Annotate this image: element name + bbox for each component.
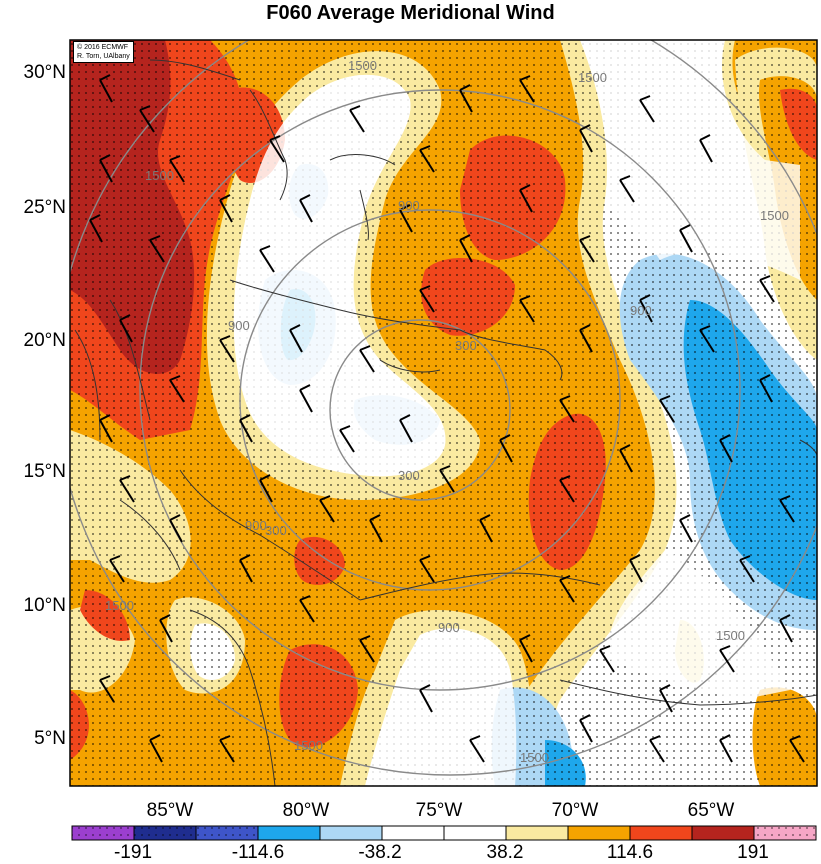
contour-label: 900 bbox=[630, 303, 652, 318]
contour-label: 900 bbox=[438, 620, 460, 635]
contour-label: 1500 bbox=[760, 208, 789, 223]
colorbar-swatch bbox=[567, 825, 631, 841]
contour-label: 900 bbox=[398, 198, 420, 213]
range-rings bbox=[70, 40, 817, 776]
colorbar-stipple bbox=[196, 826, 258, 840]
contour-label: 1500 bbox=[348, 58, 377, 73]
lat-label: 25°N bbox=[23, 197, 66, 218]
lon-label: 75°W bbox=[415, 800, 463, 821]
coastlines bbox=[74, 59, 817, 786]
lon-label: 65°W bbox=[687, 800, 735, 821]
colorbar-swatch bbox=[257, 825, 321, 841]
credit-line: R. Torn, UAlbany bbox=[77, 53, 130, 60]
colorbar-swatch bbox=[629, 825, 693, 841]
map-frame bbox=[69, 39, 818, 787]
credit-line: © 2016 ECMWF bbox=[77, 44, 129, 51]
colorbar-stipple bbox=[754, 826, 816, 840]
colorbar-tick-label: -114.6 bbox=[231, 842, 285, 863]
colorbar-tick-label: 191 bbox=[737, 842, 769, 863]
colorbar-tick-label: -38.2 bbox=[358, 842, 402, 863]
lon-label: 85°W bbox=[146, 800, 194, 821]
contour-labels: 1500 1500 1500 1500 1500 900 900 900 300… bbox=[105, 58, 789, 765]
contour-label: 1500 bbox=[578, 70, 607, 85]
contour-label: 300 bbox=[455, 338, 477, 353]
colorbar-swatch bbox=[505, 825, 569, 841]
contour-label: 900 bbox=[228, 318, 250, 333]
credit-box: © 2016 ECMWF R. Torn, UAlbany bbox=[73, 41, 134, 63]
colorbar-tick-label: 114.6 bbox=[606, 842, 654, 863]
lat-label: 30°N bbox=[23, 62, 66, 83]
colorbar-tick-label: 38.2 bbox=[486, 842, 524, 863]
contour-label: 1500 bbox=[716, 628, 745, 643]
contour-label: 300 bbox=[398, 468, 420, 483]
colorbar bbox=[71, 825, 817, 841]
colorbar-swatch bbox=[381, 825, 445, 841]
lon-label: 80°W bbox=[282, 800, 330, 821]
lat-label: 20°N bbox=[23, 330, 66, 351]
colorbar-stipple bbox=[72, 826, 134, 840]
map-title: F060 Average Meridional Wind bbox=[266, 2, 555, 24]
contour-label: 900 bbox=[245, 518, 267, 533]
colorbar-swatch bbox=[319, 825, 383, 841]
lat-label: 15°N bbox=[23, 461, 66, 482]
colorbar-stipple bbox=[134, 826, 196, 840]
lat-label: 5°N bbox=[34, 728, 66, 749]
lon-label: 70°W bbox=[551, 800, 599, 821]
colorbar-tick-label: -191 bbox=[113, 842, 153, 863]
lat-label: 10°N bbox=[23, 595, 66, 616]
contour-label: 300 bbox=[265, 523, 287, 538]
contour-label: 1500 bbox=[145, 168, 174, 183]
contour-label: 1500 bbox=[105, 598, 134, 613]
contour-label: 1500 bbox=[294, 738, 323, 753]
contour-label: 1500 bbox=[520, 750, 549, 765]
colorbar-swatch bbox=[691, 825, 755, 841]
colorbar-swatch bbox=[443, 825, 507, 841]
wind-barbs bbox=[89, 74, 805, 763]
meridional-wind-field bbox=[70, 40, 817, 786]
